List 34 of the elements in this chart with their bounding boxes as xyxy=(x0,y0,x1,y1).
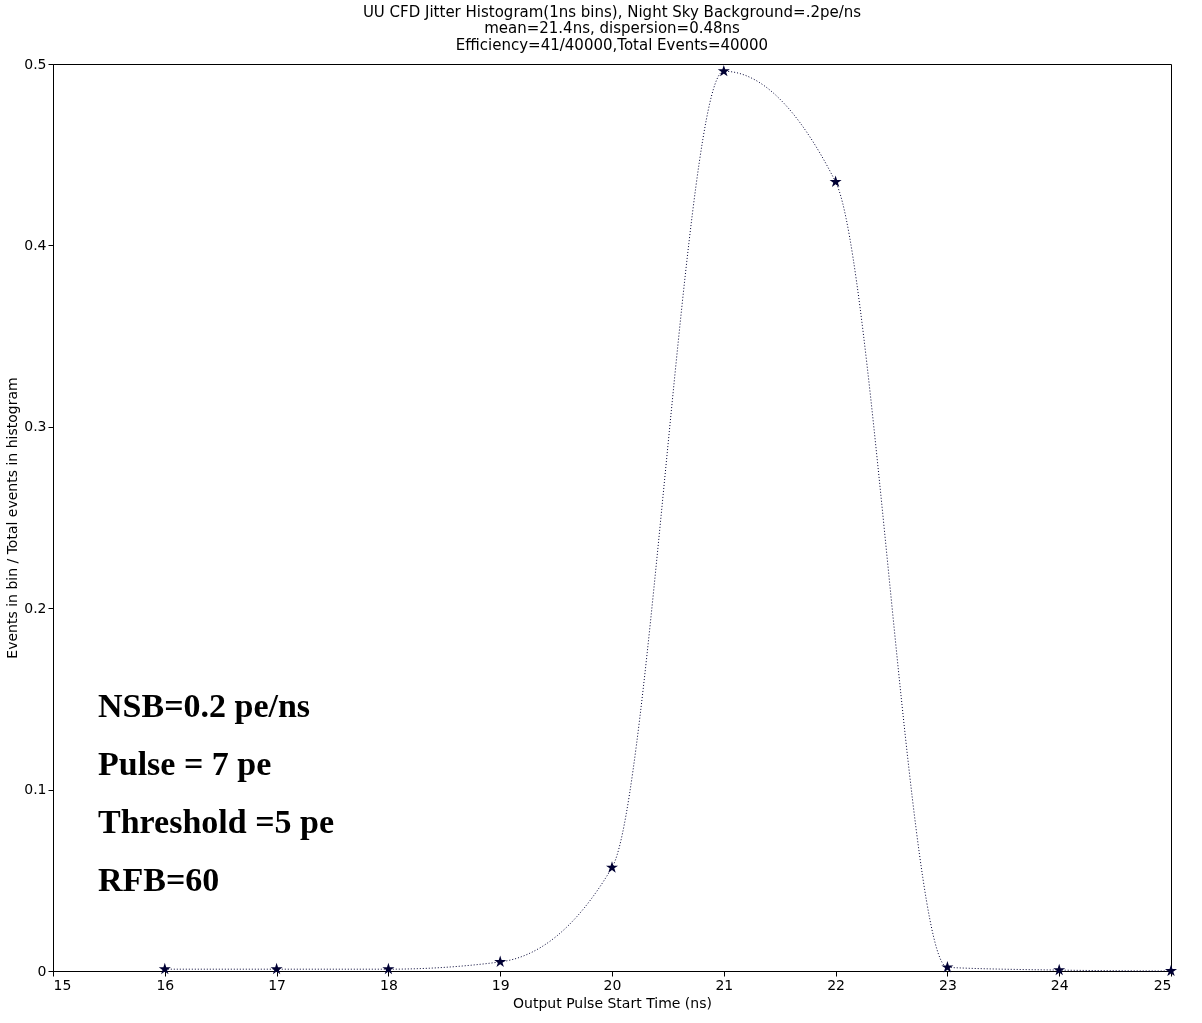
annotation: Pulse = 7 pe xyxy=(98,745,272,782)
y-tick-label: 0.3 xyxy=(24,418,47,435)
x-tick-label: 16 xyxy=(156,976,175,993)
x-tick-label: 22 xyxy=(827,976,846,993)
point xyxy=(158,962,171,975)
y-tick-label: 0.4 xyxy=(24,236,47,253)
x-tick-label: 23 xyxy=(938,976,957,993)
y-tick-label: 0.1 xyxy=(24,781,47,798)
chart-subtitle: mean=21.4ns, dispersion=0.48ns Efficiency=41/40000,Total Events=40000 xyxy=(455,19,769,54)
chart-title: UU CFD Jitter Histogram(1ns bins), Night Sky Background=.2pe/ns xyxy=(362,3,862,21)
point xyxy=(829,175,842,188)
x-tick-label: 17 xyxy=(268,976,287,993)
annotation: Threshold =5 pe xyxy=(98,803,335,840)
x-tick-label: 21 xyxy=(715,976,734,993)
point xyxy=(941,961,954,973)
y-tick-label: 0.2 xyxy=(24,599,47,616)
y-tick-label: 0.5 xyxy=(24,55,47,72)
point xyxy=(1164,964,1178,977)
point xyxy=(717,64,730,77)
x-tick-label: 24 xyxy=(1050,976,1069,993)
annotation: NSB=0.2 pe/ns xyxy=(98,687,311,724)
x-axis-title: Output Pulse Start Time (ns) xyxy=(513,994,712,1011)
y-axis-title: Events in bin / Total events in histogram xyxy=(4,377,21,659)
x-tick-label: 20 xyxy=(603,976,622,993)
annotation: RFB=60 xyxy=(98,861,220,898)
y-tick-label: 0 xyxy=(37,962,47,979)
point xyxy=(494,955,507,968)
point xyxy=(1053,963,1066,976)
point xyxy=(270,962,283,975)
x-tick-label: 18 xyxy=(379,976,398,993)
point xyxy=(382,962,395,975)
x-tick-label: 15 xyxy=(53,976,72,993)
x-tick-label: 19 xyxy=(491,976,510,993)
x-tick-label: 25 xyxy=(1153,976,1172,993)
